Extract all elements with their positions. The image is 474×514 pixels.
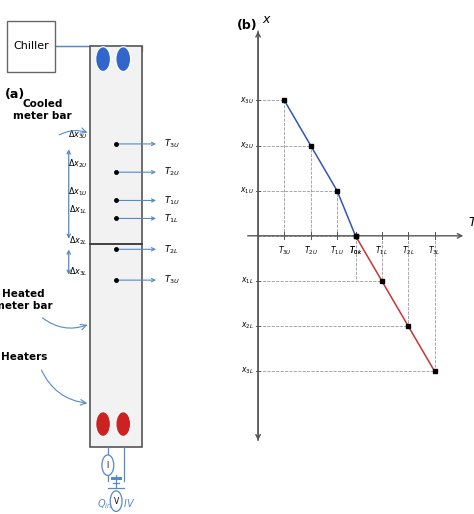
Text: Heated
meter bar: Heated meter bar — [0, 289, 53, 311]
Ellipse shape — [116, 47, 131, 71]
Text: Cooled
meter bar: Cooled meter bar — [13, 99, 72, 121]
Text: (b): (b) — [237, 20, 258, 32]
Text: $x_{2U}$: $x_{2U}$ — [240, 140, 254, 151]
Text: $Δx_{1U}$: $Δx_{1U}$ — [68, 186, 88, 198]
Text: x: x — [262, 13, 269, 26]
Text: $T_{3L}$: $T_{3L}$ — [428, 245, 441, 258]
Text: $Δx_{2U}$: $Δx_{2U}$ — [68, 157, 88, 170]
Text: $T_{1U}$: $T_{1U}$ — [330, 245, 344, 258]
Ellipse shape — [102, 455, 114, 475]
Text: $Δx_{2L}$: $Δx_{2L}$ — [69, 234, 88, 247]
Text: $x_{3L}$: $x_{3L}$ — [241, 366, 254, 376]
Text: $T_{2U}$: $T_{2U}$ — [304, 245, 318, 258]
FancyBboxPatch shape — [7, 21, 55, 72]
Ellipse shape — [110, 491, 122, 511]
Text: $x_{2L}$: $x_{2L}$ — [241, 321, 254, 331]
Text: $T_{3U}$: $T_{3U}$ — [164, 138, 180, 150]
Text: $T_{0k}$: $T_{0k}$ — [349, 245, 362, 258]
Text: I: I — [107, 461, 109, 470]
Ellipse shape — [116, 412, 131, 436]
Text: $Δx_{3L}$: $Δx_{3L}$ — [69, 265, 88, 278]
FancyBboxPatch shape — [90, 46, 142, 447]
Text: $T_{2L}$: $T_{2L}$ — [402, 245, 415, 258]
Text: Chiller: Chiller — [13, 41, 49, 51]
Text: $Q_{in}=IV$: $Q_{in}=IV$ — [97, 498, 135, 511]
Ellipse shape — [96, 47, 110, 71]
Text: $T_{1L}$: $T_{1L}$ — [375, 245, 388, 258]
Text: $x_{1L}$: $x_{1L}$ — [241, 276, 254, 286]
Text: $T_{1L}$: $T_{1L}$ — [164, 212, 178, 225]
Text: $T_{3U}$: $T_{3U}$ — [277, 245, 292, 258]
Text: Heaters: Heaters — [0, 353, 47, 362]
Text: V: V — [113, 497, 119, 506]
Text: $T_{1U}$: $T_{1U}$ — [164, 194, 180, 207]
Text: $x_{1U}$: $x_{1U}$ — [240, 186, 254, 196]
Text: $Δx_{1L}$: $Δx_{1L}$ — [69, 204, 88, 216]
Text: $T_{2U}$: $T_{2U}$ — [164, 166, 180, 178]
Text: $Δx_{3U}$: $Δx_{3U}$ — [68, 129, 88, 141]
Text: $T_{2L}$: $T_{2L}$ — [164, 243, 178, 255]
Text: $T_{3U}$: $T_{3U}$ — [164, 274, 180, 286]
Text: $T_{0k}$: $T_{0k}$ — [349, 245, 362, 258]
Ellipse shape — [96, 412, 110, 436]
Text: $x_{3U}$: $x_{3U}$ — [240, 95, 254, 106]
Text: (a): (a) — [5, 88, 25, 101]
Text: T: T — [469, 216, 474, 229]
